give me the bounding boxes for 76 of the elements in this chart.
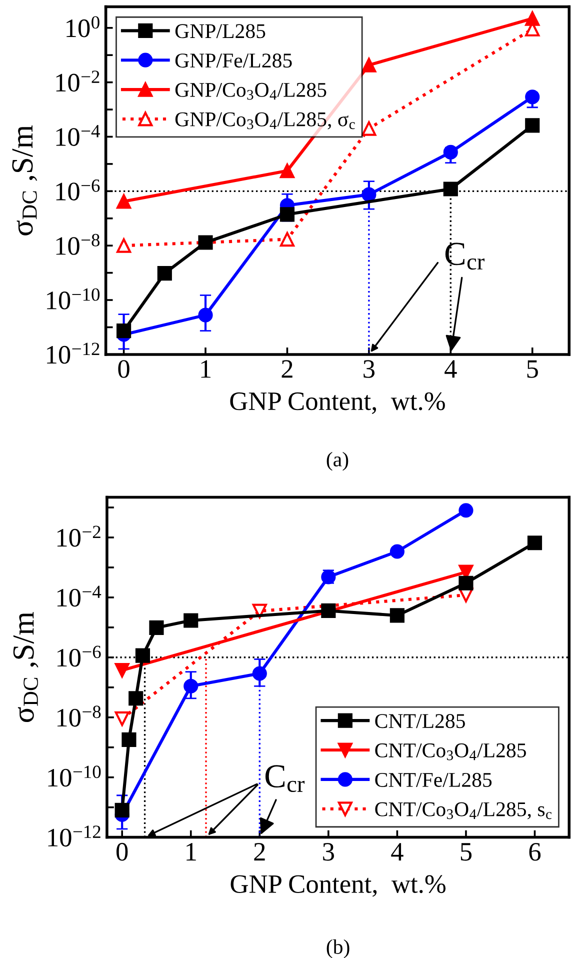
point <box>114 663 130 678</box>
y-tick-label: 10$^{−10}$ <box>48 766 101 787</box>
x-tick-label: 1 <box>186 843 196 860</box>
legend-label: CNT/Co$_{3}$O$_{4}$/L285, s$_{c}$ <box>375 802 552 820</box>
x-tick-label: 0 <box>116 842 128 861</box>
point <box>135 648 150 663</box>
x-tick-label: 2 <box>282 360 292 378</box>
point <box>527 536 542 550</box>
y-tick-label: 10$^{−2}$ <box>57 526 100 547</box>
point <box>198 308 213 322</box>
y-tick-label: 10$^{−8}$ <box>56 234 100 255</box>
y-tick-label: 10$^{−12}$ <box>47 342 100 364</box>
point <box>114 711 130 726</box>
point <box>116 194 132 209</box>
point <box>149 620 164 635</box>
point <box>114 802 130 818</box>
point <box>525 11 540 26</box>
point <box>122 732 136 747</box>
point <box>390 544 404 559</box>
y-tick-label: 10$^{−2}$ <box>56 70 100 92</box>
legend-label: GNP/Co$_{3}$O$_{4}$/L285 <box>175 82 326 100</box>
y-tick-label: 10$^{−4}$ <box>56 125 100 146</box>
x-tick-label: 0 <box>118 360 130 378</box>
y-tick-label: 10$^{−12}$ <box>48 826 100 847</box>
x-tick-label: 1 <box>201 360 211 378</box>
x-tick-label: 4 <box>444 360 457 378</box>
point <box>280 207 295 222</box>
point <box>525 90 540 104</box>
point <box>157 266 172 281</box>
x-tick-label: 3 <box>323 842 334 861</box>
point <box>252 604 267 618</box>
point <box>280 232 295 247</box>
point <box>116 324 132 338</box>
point <box>198 235 213 250</box>
annotation: C$_{cr}$ <box>445 242 484 270</box>
legend-label: GNP/L285 <box>175 24 266 38</box>
point <box>362 187 376 202</box>
x-tick-label: 6 <box>529 842 541 861</box>
x-axis-title: GNP Content, wt.% <box>230 875 446 897</box>
text: (b) <box>326 939 350 958</box>
y-tick-label: 10$^{−4}$ <box>57 586 102 607</box>
x-tick-label: 3 <box>364 360 375 378</box>
y-tick-label: 10$^{0}$ <box>66 16 100 38</box>
y-tick-label: 10$^{−8}$ <box>57 706 101 727</box>
x-tick-label: 5 <box>460 843 472 861</box>
y-tick-label: 10$^{−10}$ <box>47 288 100 310</box>
x-axis-title: GNP Content, wt.% <box>230 392 445 414</box>
x-tick-label: 2 <box>254 842 265 860</box>
point <box>390 608 404 623</box>
point <box>458 503 474 518</box>
point <box>116 238 132 253</box>
annotation: C$_{cr}$ <box>265 765 305 792</box>
point <box>443 182 458 196</box>
point <box>252 666 267 681</box>
legend-label: GNP/Co$_{3}$O$_{4}$/L285, σ$_{c}$ <box>175 112 355 130</box>
legend-label: CNT/Co$_{3}$O$_{4}$/L285 <box>375 743 526 760</box>
point <box>184 678 198 694</box>
point <box>280 164 295 178</box>
point <box>362 121 376 136</box>
y-axis-title: σ$_{DC}$ ,S/m <box>13 612 38 722</box>
point <box>458 576 474 590</box>
x-tick-label: 5 <box>527 360 538 378</box>
y-tick-label: 10$^{−6}$ <box>56 179 100 200</box>
legend-label: CNT/L285 <box>375 714 465 728</box>
point <box>525 118 540 133</box>
x-tick-label: 4 <box>391 843 404 860</box>
text: (a) <box>326 452 348 471</box>
legend-label: CNT/Fe/L285 <box>375 772 492 787</box>
point <box>128 691 144 706</box>
legend-label: GNP/Fe/L285 <box>175 54 292 68</box>
y-tick-label: 10$^{−6}$ <box>57 646 101 667</box>
point <box>321 603 336 618</box>
point <box>184 613 198 628</box>
point <box>443 144 458 160</box>
point <box>362 58 376 72</box>
y-axis-title: σ$_{DC}$ ,S/m <box>12 125 38 236</box>
